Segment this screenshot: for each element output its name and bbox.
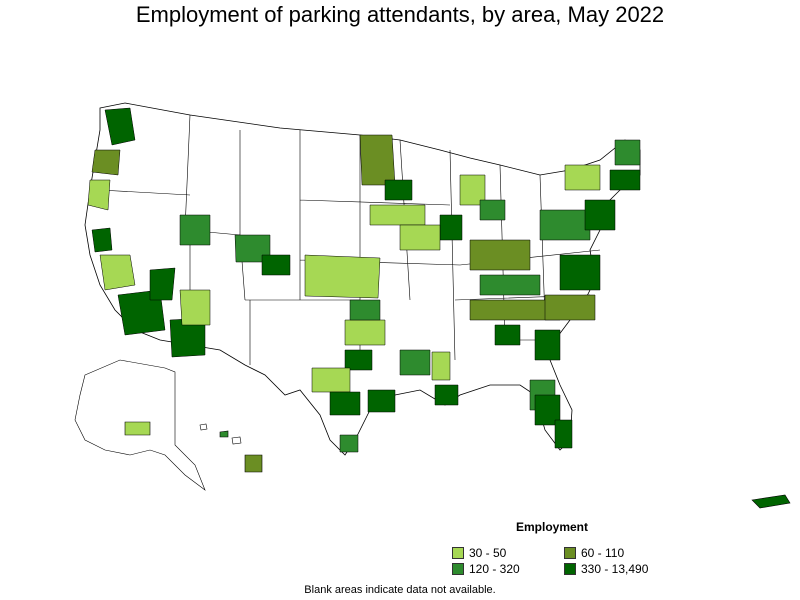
hawaii-island-2 (219, 430, 229, 438)
area-iowa (369, 204, 426, 226)
area-illinois (399, 224, 441, 251)
area-ohio (469, 239, 531, 271)
shaded-areas (87, 107, 641, 453)
area-washington-metro (104, 107, 136, 146)
area-colorado-springs (261, 254, 291, 276)
area-new-york-upstate (564, 164, 601, 191)
legend-label: 330 - 13,490 (581, 562, 649, 576)
area-salt-lake (179, 214, 211, 246)
map-title: Employment of parking attendants, by are… (135, 2, 665, 27)
legend-label: 30 - 50 (469, 546, 507, 560)
area-honolulu-maui (244, 454, 263, 473)
area-oregon (91, 149, 121, 176)
area-dallas (344, 349, 373, 371)
area-pennsylvania (539, 209, 591, 241)
area-atlanta (534, 329, 561, 361)
area-oklahoma (344, 319, 386, 346)
legend-item-330-13490: 330 - 13,490 (564, 562, 648, 576)
area-new-orleans (434, 384, 459, 406)
legend-swatch (452, 547, 464, 559)
area-kansas (304, 254, 381, 299)
hawaii-island-3 (231, 436, 242, 445)
area-texas-south (339, 434, 359, 453)
area-miami (554, 419, 573, 449)
area-mississippi (431, 351, 451, 381)
area-anchorage (124, 421, 151, 436)
area-bay-area (91, 227, 113, 253)
legend-swatch (564, 563, 576, 575)
legend-item-120-320: 120 - 320 (452, 562, 520, 576)
area-new-england (614, 139, 641, 166)
legend-swatch (564, 547, 576, 559)
area-texas-west (311, 367, 351, 393)
area-california-central (99, 254, 136, 291)
area-nashville (494, 324, 521, 346)
area-detroit (479, 199, 506, 221)
area-chicago (439, 214, 463, 241)
legend-item-30-50: 30 - 50 (452, 546, 506, 560)
area-california-north (87, 179, 111, 211)
area-minnesota (359, 134, 396, 186)
hawaii-island-1 (199, 423, 208, 431)
legend-title: Employment (516, 520, 589, 534)
area-carolinas (544, 294, 596, 321)
legend-item-60-110: 60 - 110 (564, 546, 624, 560)
area-boston (609, 169, 641, 191)
hawaii (199, 423, 263, 473)
area-austin (329, 391, 361, 416)
legend-label: 120 - 320 (469, 562, 520, 576)
legend-label: 60 - 110 (581, 546, 625, 560)
alaska (74, 359, 206, 491)
area-virginia (559, 254, 601, 291)
area-los-angeles (117, 289, 166, 336)
area-louisiana (399, 349, 431, 376)
area-kentucky (479, 274, 541, 296)
area-new-mexico (179, 289, 211, 326)
area-puerto-rico (751, 494, 791, 509)
area-minneapolis (384, 179, 413, 201)
area-las-vegas (149, 267, 176, 301)
blank-areas-note: Blank areas indicate data not available. (304, 584, 496, 596)
area-houston (367, 389, 396, 413)
area-new-york-metro (584, 199, 616, 231)
area-oklahoma-city (349, 299, 381, 321)
puerto-rico (751, 494, 791, 509)
legend-swatch (452, 563, 464, 575)
